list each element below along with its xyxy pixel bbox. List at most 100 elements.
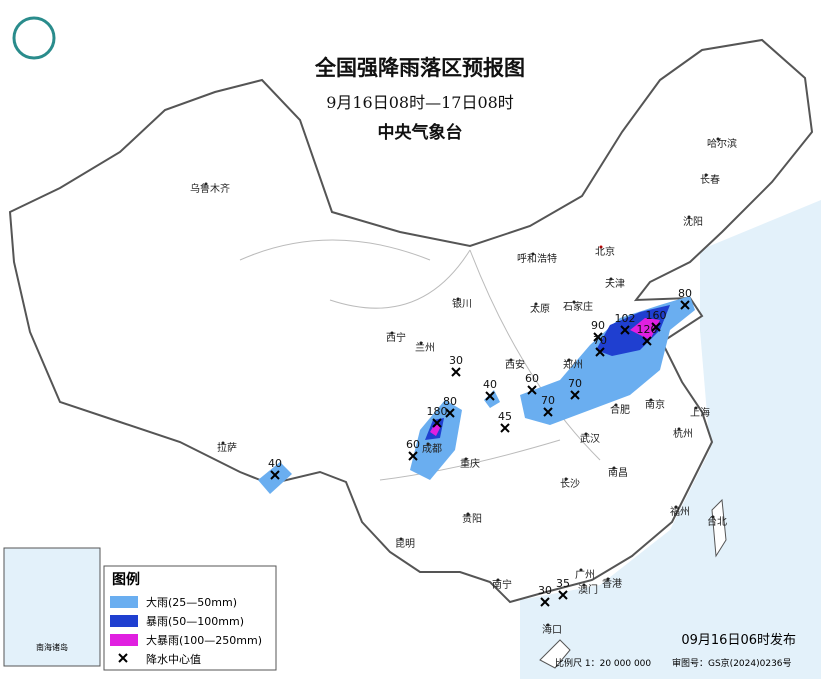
- rain-center-value: 70: [541, 394, 555, 407]
- city-dot: [531, 252, 535, 256]
- china-border: [8, 38, 814, 604]
- city-label: 南宁: [492, 578, 512, 591]
- title: 全国强降雨落区预报图: [314, 55, 525, 80]
- city-label: 重庆: [460, 457, 480, 470]
- taiwan: [711, 498, 727, 558]
- city-dot: [534, 302, 538, 306]
- city-label: 西宁: [386, 331, 406, 344]
- city-label: 武汉: [580, 432, 600, 445]
- city-dot: [390, 331, 394, 335]
- city-dot: [609, 277, 613, 281]
- inset-label: 南海诸岛: [36, 642, 68, 652]
- heavy-rain-area: [410, 400, 462, 480]
- city-label: 西安: [505, 358, 525, 371]
- city-label: 长沙: [560, 478, 580, 490]
- city-label: 香港: [602, 578, 622, 590]
- city-dot: [614, 403, 618, 407]
- legend-box: [103, 565, 277, 671]
- city-label: 天津: [605, 278, 625, 290]
- city-label: 海口: [542, 623, 562, 636]
- city-label: 澳门: [578, 583, 598, 596]
- city-label: 南昌: [608, 466, 628, 479]
- city-label: 乌鲁木齐: [190, 182, 230, 195]
- rain-center-marker: [451, 367, 461, 377]
- heavy-rain-area: [258, 462, 292, 494]
- rain-center-marker: [642, 336, 652, 346]
- agency: 中央气象台: [378, 122, 463, 143]
- city-dot: [606, 577, 610, 581]
- rain-center-marker: [593, 332, 603, 342]
- issued: 09月16日06时发布: [681, 632, 796, 648]
- rain-center-value: 80: [443, 395, 457, 408]
- city-dot: [584, 432, 588, 436]
- city-label: 福州: [670, 505, 690, 518]
- subtitle: 9月16日08时—17日08时: [326, 93, 514, 112]
- rain-center-marker: [485, 391, 495, 401]
- rain-center-value: 80: [678, 287, 692, 300]
- rain-center-value: 40: [483, 378, 497, 391]
- city-label: 兰州: [415, 341, 435, 354]
- city-dot: [579, 568, 583, 572]
- city-label: 成都: [422, 443, 442, 455]
- rain-center-value: 90: [591, 319, 605, 332]
- city-dot: [419, 341, 423, 345]
- rain-center-value: 45: [498, 410, 512, 423]
- hainan: [539, 639, 571, 669]
- city-label: 呼和浩特: [517, 253, 557, 265]
- city-dot: [711, 515, 715, 519]
- city-label: 哈尔滨: [707, 137, 737, 150]
- city-dot: [466, 512, 470, 516]
- rain-center-marker: [527, 385, 537, 395]
- city-dot: [496, 578, 500, 582]
- legend-swatch: [110, 634, 138, 646]
- city-dot: [599, 245, 603, 249]
- rain-center-marker: [432, 418, 442, 428]
- legend-item: 暴雨(50—100mm): [146, 615, 244, 628]
- rain-center-value: 180: [427, 405, 448, 418]
- rain-center-value: 30: [449, 354, 463, 367]
- rain-center-marker: [408, 451, 418, 461]
- city-label: 郑州: [563, 358, 583, 371]
- city-label: 沈阳: [683, 215, 703, 228]
- rain-center-marker: [595, 347, 605, 357]
- rain-center-value: 120: [637, 323, 658, 336]
- legend-item: 大暴雨(100—250mm): [146, 633, 262, 647]
- rain-center-marker: [500, 423, 510, 433]
- rain-center-value: 60: [525, 372, 539, 385]
- city-dot: [464, 457, 468, 461]
- rain-center-marker: [445, 408, 455, 418]
- rain-center-value: 70: [568, 377, 582, 390]
- city-dot: [612, 466, 616, 470]
- legend-swatch: [110, 615, 138, 627]
- rain-center-marker: [680, 300, 690, 310]
- province-borders: [239, 239, 601, 481]
- city-label: 太原: [530, 302, 550, 315]
- city-label: 石家庄: [563, 300, 593, 313]
- rain-center-value: 35: [556, 577, 570, 590]
- city-dot: [567, 358, 571, 362]
- rain-center-marker: [558, 590, 568, 600]
- rain-center-marker: [540, 597, 550, 607]
- rain-center-marker: [620, 325, 630, 335]
- city-label: 合肥: [610, 403, 630, 416]
- city-label: 长春: [700, 174, 720, 186]
- city-label: 拉萨: [217, 441, 237, 454]
- city-dot: [704, 173, 708, 177]
- city-dot: [204, 182, 208, 186]
- rain-center-marker: [543, 407, 553, 417]
- rain-center-value: 40: [268, 457, 282, 470]
- legend-item: 大雨(25—50mm): [146, 595, 237, 609]
- logo: [12, 16, 56, 60]
- city-dot: [716, 137, 720, 141]
- city-label: 北京: [595, 245, 615, 258]
- city-dot: [694, 406, 698, 410]
- legend-title: 图例: [112, 571, 140, 588]
- rain-center-value: 60: [406, 438, 420, 451]
- city-label: 银川: [452, 297, 472, 310]
- legend-cross: [118, 653, 128, 663]
- city-label: 南京: [645, 398, 665, 411]
- rain-center-value: 102: [615, 312, 636, 325]
